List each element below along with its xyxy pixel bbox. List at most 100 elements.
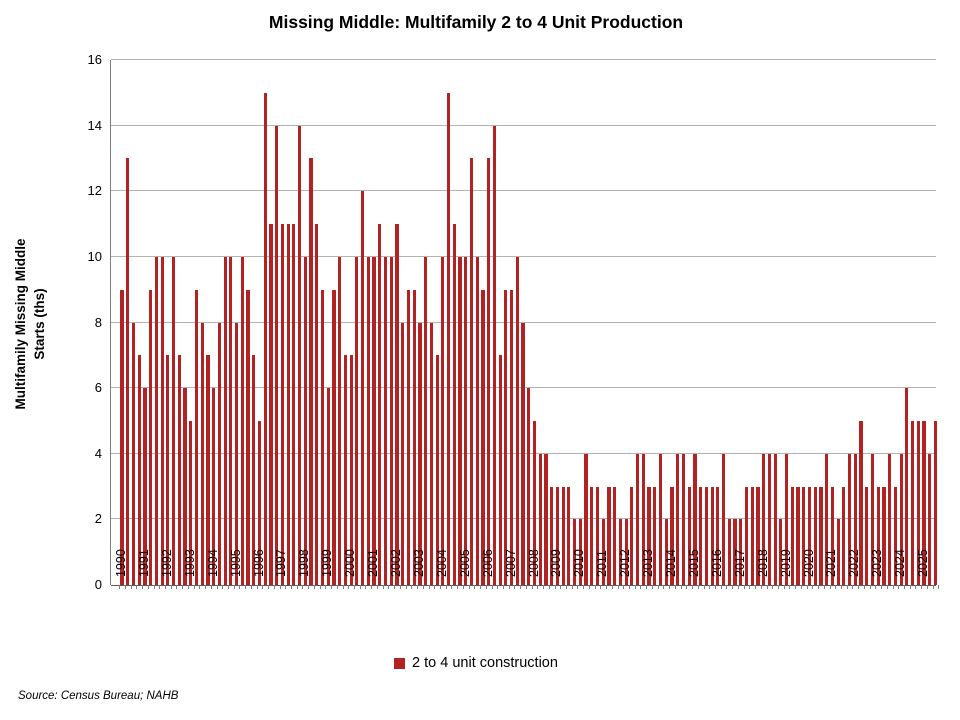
bar — [882, 486, 886, 585]
x-axis-tick — [909, 585, 911, 589]
x-axis-tick — [629, 585, 631, 589]
bar — [521, 322, 525, 585]
x-axis-label: 2015 — [686, 549, 701, 577]
x-axis-tick — [485, 585, 487, 589]
x-axis-tick — [187, 585, 189, 589]
y-axis-title-line1: Multifamily Missing Middle — [13, 238, 28, 410]
x-axis-tick — [863, 585, 865, 589]
bar — [412, 289, 416, 585]
x-axis-tick — [159, 585, 161, 589]
plot-area — [110, 59, 940, 589]
x-axis-tick — [399, 585, 401, 589]
bar — [727, 519, 731, 585]
x-axis-tick — [153, 585, 155, 589]
x-axis-label: 2020 — [801, 549, 816, 577]
bar — [888, 453, 892, 585]
x-axis-label: 1990 — [114, 549, 128, 577]
bar — [194, 289, 199, 585]
x-axis-tick — [697, 585, 699, 589]
x-axis-tick — [371, 585, 373, 589]
x-axis-tick — [812, 585, 814, 589]
bar — [309, 158, 313, 585]
bar — [298, 125, 302, 585]
x-axis-tick — [577, 585, 579, 589]
x-axis-label: 1993 — [182, 549, 197, 577]
gridline — [111, 190, 936, 192]
x-axis-tick — [714, 585, 716, 589]
bar — [687, 486, 691, 585]
bar — [681, 453, 686, 585]
x-axis-label: 2016 — [709, 549, 724, 577]
bar — [349, 355, 353, 585]
x-axis-tick — [147, 585, 149, 589]
bar — [217, 322, 221, 585]
bar — [928, 453, 932, 585]
source-note: Source: Census Bureau; NAHB — [18, 690, 179, 702]
x-axis-tick — [560, 585, 562, 589]
bar — [223, 256, 227, 585]
bar — [326, 388, 330, 585]
x-axis-tick — [382, 585, 384, 589]
x-axis-tick — [439, 585, 441, 589]
bar — [893, 486, 898, 585]
bar — [790, 486, 794, 585]
x-axis-tick — [755, 585, 757, 589]
x-axis-tick — [737, 585, 739, 589]
bar — [848, 453, 852, 585]
x-axis-tick — [428, 585, 430, 589]
bar — [870, 453, 875, 585]
bar — [160, 256, 164, 585]
x-axis-tick — [829, 585, 831, 589]
x-axis-tick — [233, 585, 235, 589]
bar — [607, 486, 611, 585]
x-axis-tick — [405, 585, 407, 589]
bar — [653, 486, 657, 585]
x-axis-label: 2008 — [526, 549, 541, 577]
bar — [320, 289, 325, 585]
x-axis-tick — [434, 585, 436, 589]
bar — [750, 486, 754, 585]
x-axis-tick — [497, 585, 499, 589]
bar — [263, 92, 267, 585]
y-axis-label: 10 — [87, 248, 102, 264]
x-axis-tick — [279, 585, 281, 589]
y-axis-label: 12 — [87, 183, 102, 199]
x-axis-tick — [858, 585, 860, 589]
bar — [779, 519, 783, 585]
bar — [475, 256, 479, 585]
bar — [876, 486, 880, 585]
bar — [131, 322, 136, 585]
bar — [567, 486, 571, 585]
bar — [240, 256, 244, 585]
bar — [120, 289, 124, 585]
x-axis-tick — [245, 585, 247, 589]
x-axis-tick — [285, 585, 287, 589]
bar — [836, 519, 840, 585]
bar — [853, 453, 857, 585]
x-axis-tick — [422, 585, 424, 589]
x-axis-tick — [348, 585, 350, 589]
bar — [916, 420, 920, 585]
x-axis-label: 1999 — [320, 549, 335, 577]
bar — [784, 453, 789, 585]
bar — [383, 256, 388, 585]
x-axis-tick — [646, 585, 648, 589]
bar — [200, 322, 204, 585]
bar — [899, 453, 903, 585]
x-axis-tick — [273, 585, 275, 589]
bar — [257, 420, 262, 585]
x-axis-tick — [222, 585, 224, 589]
x-axis-tick — [881, 585, 883, 589]
bar — [424, 256, 428, 585]
bar — [538, 453, 542, 585]
bar — [905, 388, 909, 585]
x-axis-tick — [938, 585, 940, 589]
bar — [555, 486, 559, 585]
x-axis-tick — [119, 585, 121, 589]
bar — [481, 289, 485, 585]
gridline — [111, 124, 936, 126]
x-axis-tick — [841, 585, 842, 589]
bar — [561, 486, 565, 585]
x-axis-tick — [657, 585, 659, 589]
gridline — [111, 321, 936, 323]
